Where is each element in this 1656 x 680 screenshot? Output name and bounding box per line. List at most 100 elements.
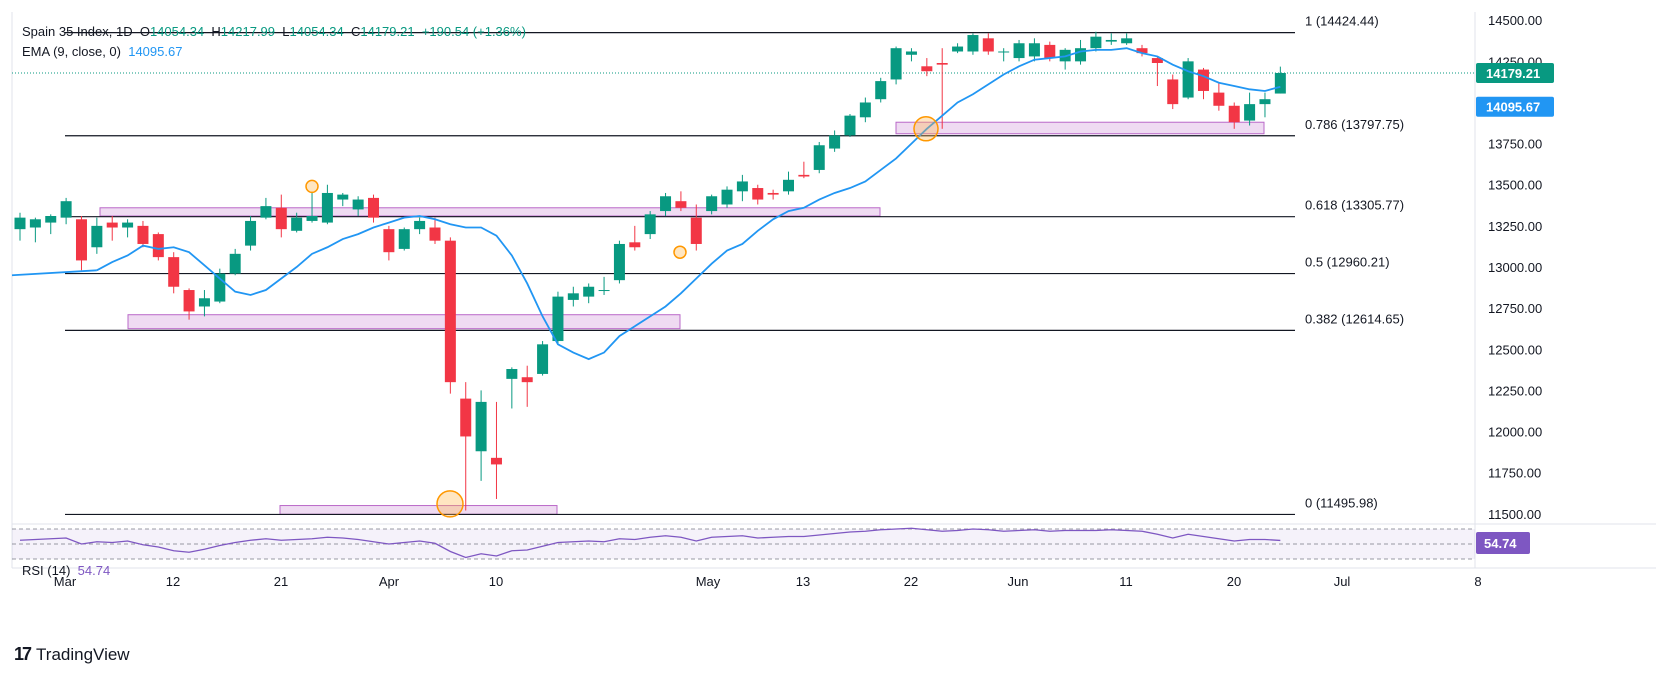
rsi-value: 54.74 xyxy=(77,563,111,578)
candle xyxy=(1259,92,1271,118)
candle xyxy=(567,286,579,307)
x-tick-label: Mar xyxy=(54,574,77,589)
candle-body xyxy=(490,457,502,465)
candle xyxy=(644,211,656,240)
candle-body xyxy=(260,206,272,218)
candle-body xyxy=(444,240,456,383)
candle xyxy=(183,288,195,320)
ema-value: 14095.67 xyxy=(128,44,183,59)
support-zone-2 xyxy=(127,314,681,330)
candle-body xyxy=(859,102,871,118)
candle-body xyxy=(91,225,103,248)
candle-body xyxy=(245,220,257,246)
y-tick-label: 13500.00 xyxy=(1488,178,1542,193)
ema-legend[interactable]: EMA (9, close, 0) 14095.67 xyxy=(22,44,182,59)
candle xyxy=(275,194,287,238)
candle xyxy=(383,225,395,261)
candle-body xyxy=(552,296,564,342)
candle-body xyxy=(1121,38,1133,44)
candle xyxy=(706,194,718,215)
y-tick-label: 14500.00 xyxy=(1488,13,1542,28)
candle-body xyxy=(829,135,841,149)
candle-body xyxy=(783,179,794,192)
candle xyxy=(414,217,426,235)
candle xyxy=(752,184,764,205)
ema-price-badge: 14095.67 xyxy=(1476,96,1554,117)
last-price-badge-text: 14179.21 xyxy=(1486,66,1540,81)
ema-price-badge-bg xyxy=(1476,96,1554,117)
candle xyxy=(291,212,303,233)
tradingview-logo[interactable]: 17 TradingView xyxy=(14,644,130,665)
close-value: 14179.21 xyxy=(360,24,415,39)
candle xyxy=(45,214,57,235)
candle xyxy=(91,217,103,254)
y-tick-label: 13250.00 xyxy=(1488,219,1542,234)
candle xyxy=(1090,31,1102,52)
candle-body xyxy=(875,81,887,100)
candle xyxy=(1028,38,1040,62)
candle-body xyxy=(45,216,57,223)
rsi-legend[interactable]: RSI (14) 54.74 xyxy=(22,563,110,578)
candle xyxy=(122,219,134,238)
candle-body xyxy=(644,214,656,235)
candle xyxy=(214,268,226,304)
candle-body xyxy=(706,196,718,212)
support-zone-1 xyxy=(99,207,881,217)
candle xyxy=(75,216,87,271)
candle-body xyxy=(352,199,364,210)
candle-body xyxy=(398,229,410,249)
candle xyxy=(60,197,72,225)
y-tick-label: 11500.00 xyxy=(1488,507,1541,522)
fib-label-3: 0.5 (12960.21) xyxy=(1305,255,1390,270)
ema-line xyxy=(96,47,1281,361)
x-tick-label: 20 xyxy=(1227,574,1241,589)
candle-body xyxy=(1182,61,1194,98)
candle-body xyxy=(982,38,994,52)
candle xyxy=(690,204,702,251)
candle-body xyxy=(890,48,902,80)
candle-body xyxy=(168,257,180,287)
x-tick-label: Jul xyxy=(1334,574,1351,589)
candle-body xyxy=(152,234,164,258)
candle xyxy=(29,217,41,243)
candle-body xyxy=(952,46,964,52)
candle xyxy=(967,33,979,55)
candle xyxy=(506,367,518,409)
candle-body xyxy=(1151,58,1163,63)
candle xyxy=(767,189,779,200)
highlight-circle-3 xyxy=(913,116,939,142)
candle xyxy=(905,48,917,62)
ema-line-start xyxy=(11,269,97,277)
candle xyxy=(168,252,180,294)
rsi-line xyxy=(19,527,1281,559)
highlight-circle-2 xyxy=(673,245,687,259)
candle xyxy=(583,283,595,304)
candle-body xyxy=(721,189,733,205)
candle xyxy=(921,58,933,77)
candle-body xyxy=(429,227,441,241)
candle xyxy=(829,130,841,152)
close-label: C xyxy=(350,24,361,39)
candle xyxy=(1105,33,1117,45)
candle xyxy=(398,227,410,251)
candle xyxy=(152,232,164,261)
y-tick-label: 13750.00 xyxy=(1488,137,1542,152)
candle xyxy=(1274,66,1286,94)
support-zone-3 xyxy=(279,505,558,515)
candle-body xyxy=(506,369,518,379)
rsi-badge-bg xyxy=(1476,532,1530,554)
candle xyxy=(675,191,687,212)
candle-body xyxy=(844,115,856,136)
candle xyxy=(1197,67,1209,100)
highlight-circle-4 xyxy=(436,490,464,518)
x-tick-label: May xyxy=(696,574,721,589)
candle-body xyxy=(675,201,687,208)
y-tick-label: 12250.00 xyxy=(1488,383,1542,398)
x-tick-label: Apr xyxy=(379,574,400,589)
candle-body xyxy=(1244,104,1256,121)
candle xyxy=(429,217,441,244)
candle xyxy=(875,77,887,103)
candle-body xyxy=(475,401,487,452)
